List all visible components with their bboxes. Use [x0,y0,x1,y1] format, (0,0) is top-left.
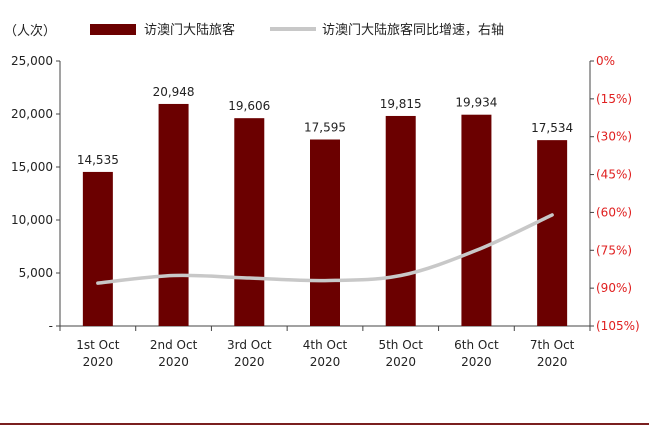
left-axis-tick-label: 10,000 [11,213,53,227]
right-axis-tick-label: (90%) [596,281,632,295]
x-axis-tick-label-line: 2020 [83,355,114,369]
bar-series [82,103,568,327]
x-axis-tick-label-line: 2020 [158,355,189,369]
left-axis: - 5,000 10,000 15,000 20,000 25,000 [11,54,61,333]
right-axis: 0% (15%) (30%) (45%) (60%) (75%) (90%) (105%) [589,54,640,333]
y-unit-label: （人次） [4,23,56,39]
bar [158,103,189,326]
left-axis-tick-label: - [49,319,53,333]
x-axis-tick-label: 1st Oct 2020 [76,338,119,369]
x-axis-tick-label-line: 2nd Oct [150,338,198,352]
left-axis-tick-label: 25,000 [11,54,53,68]
bar-data-label: 19,606 [228,99,270,113]
bar [234,118,265,327]
bar [310,139,340,326]
x-axis-tick-label-line: 2020 [461,355,492,369]
right-axis-tick-label: (60%) [596,205,632,219]
x-axis-tick-label-line: 6th Oct [454,338,499,352]
growth-line [96,213,554,285]
legend: 访澳门大陆旅客 访澳门大陆旅客同比增速，右轴 [90,22,504,38]
bar-data-label: 14,535 [77,153,119,167]
x-axis-tick-label-line: 2020 [537,355,568,369]
legend-label-bar: 访澳门大陆旅客 [144,22,235,38]
x-axis-tick-label-line: 3rd Oct [227,338,272,352]
bar-data-label: 17,534 [531,121,573,135]
x-axis-tick-label-line: 2020 [385,355,416,369]
x-axis-tick-label-line: 4th Oct [303,338,348,352]
bottom-rule [0,423,649,425]
x-axis-tick-label: 4th Oct 2020 [303,338,348,369]
right-axis-tick-label: (75%) [596,243,632,257]
x-axis-tick-label: 6th Oct 2020 [454,338,499,369]
x-axis-tick-label: 7th Oct 2020 [530,338,575,369]
x-axis-tick-label: 2nd Oct 2020 [150,338,198,369]
right-axis-tick-label: 0% [596,54,615,68]
x-axis-tick-label-line: 7th Oct [530,338,575,352]
right-axis-tick-label: (105%) [596,319,640,333]
x-axis-tick-label: 3rd Oct 2020 [227,338,272,369]
right-axis-tick-label: (15%) [596,92,632,106]
bar [461,114,492,326]
bar-data-label: 20,948 [153,85,195,99]
legend-swatch-bar [90,24,136,35]
bar-data-label: 19,815 [380,97,422,111]
x-axis-tick-label-line: 2020 [234,355,265,369]
bar-data-label: 17,595 [304,120,346,134]
left-axis-tick-label: 20,000 [11,107,53,121]
right-axis-tick-label: (45%) [596,168,632,182]
x-axis-tick-label-line: 2020 [310,355,341,369]
bar-data-label: 19,934 [455,96,497,110]
left-axis-tick-label: 15,000 [11,160,53,174]
legend-label-line: 访澳门大陆旅客同比增速，右轴 [322,22,504,38]
bar-data-labels: 14,535 20,948 19,606 17,595 19,815 19,934 17,5… [77,85,573,167]
x-axis-tick-label-line: 5th Oct [378,338,423,352]
x-axis-tick-label: 5th Oct 2020 [378,338,423,369]
right-axis-tick-label: (30%) [596,130,632,144]
bar [82,171,113,326]
bar [385,115,416,326]
x-axis-tick-label-line: 1st Oct [76,338,119,352]
bar [537,140,568,326]
left-axis-tick-label: 5,000 [19,266,53,280]
line-series [96,213,554,285]
